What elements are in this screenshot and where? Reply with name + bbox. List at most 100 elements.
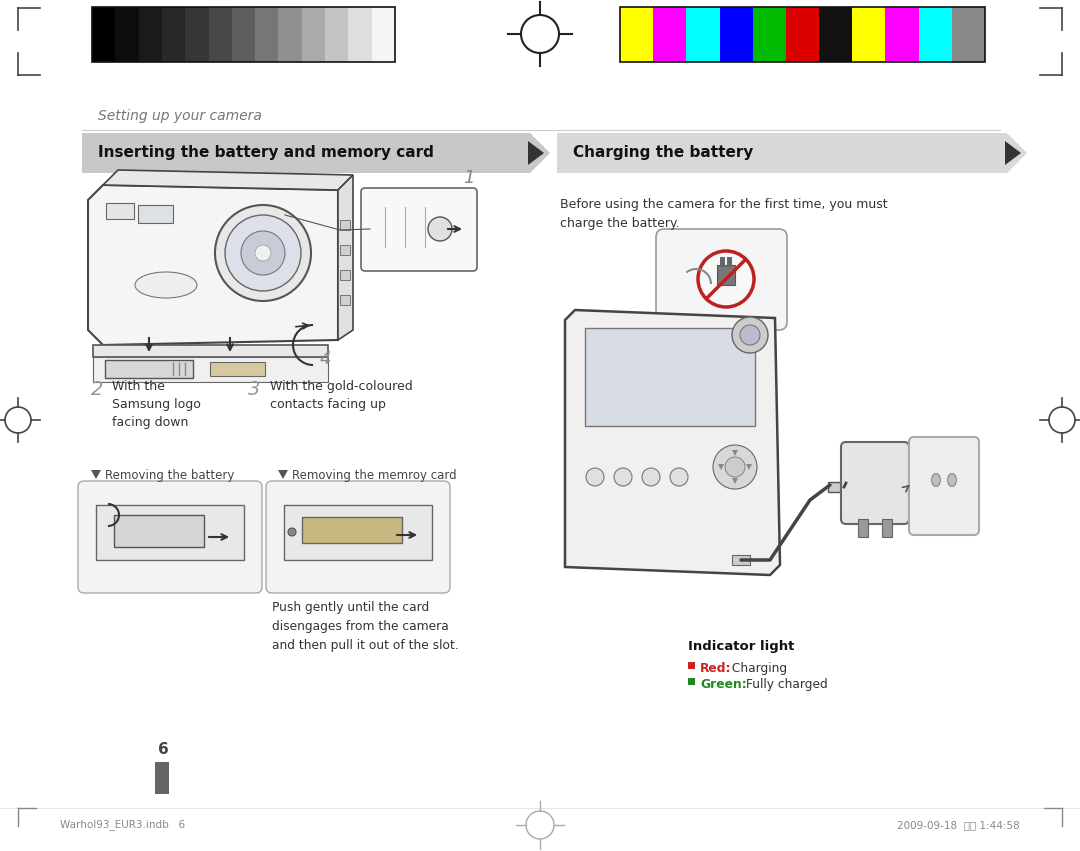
Bar	[340, 220, 350, 230]
Polygon shape	[338, 175, 353, 340]
Bar	[585, 328, 755, 426]
Bar	[96, 505, 244, 560]
Bar	[688, 678, 696, 685]
Bar	[349, 7, 373, 62]
Text: Warhol93_EUR3.indb   6: Warhol93_EUR3.indb 6	[60, 820, 185, 831]
Bar	[92, 7, 395, 62]
Bar	[719, 7, 753, 62]
Circle shape	[241, 231, 285, 275]
Circle shape	[725, 457, 745, 477]
Bar	[688, 662, 696, 669]
Polygon shape	[278, 470, 288, 479]
Circle shape	[615, 468, 632, 486]
Bar	[727, 257, 732, 267]
Text: Indicator light: Indicator light	[688, 640, 795, 653]
Bar	[951, 7, 985, 62]
Polygon shape	[718, 464, 724, 470]
Polygon shape	[87, 185, 338, 345]
Bar	[302, 517, 402, 543]
Text: Green:: Green:	[700, 678, 746, 691]
Bar	[852, 7, 886, 62]
Bar	[372, 7, 395, 62]
Text: 2: 2	[91, 380, 104, 399]
FancyBboxPatch shape	[656, 229, 787, 330]
Bar	[93, 345, 328, 357]
Text: Removing the memroy card: Removing the memroy card	[292, 469, 457, 482]
Bar	[106, 203, 134, 219]
FancyBboxPatch shape	[841, 442, 909, 524]
Bar	[786, 7, 820, 62]
Bar	[138, 205, 173, 223]
Polygon shape	[1005, 141, 1021, 165]
Bar	[620, 7, 653, 62]
Bar	[882, 519, 892, 537]
Bar	[156, 762, 168, 794]
Text: 6: 6	[158, 742, 168, 757]
Polygon shape	[732, 478, 738, 484]
Ellipse shape	[947, 473, 957, 487]
Bar	[232, 7, 256, 62]
Bar	[858, 519, 868, 537]
Circle shape	[255, 245, 271, 261]
Bar	[284, 505, 432, 560]
Bar	[301, 7, 325, 62]
Circle shape	[713, 445, 757, 489]
Text: Push gently until the card
disengages from the camera
and then pull it out of th: Push gently until the card disengages fr…	[272, 601, 459, 652]
Bar	[717, 265, 735, 285]
Text: 1: 1	[463, 169, 474, 187]
Text: With the gold-coloured
contacts facing up: With the gold-coloured contacts facing u…	[270, 380, 413, 411]
Ellipse shape	[931, 473, 941, 487]
Bar	[93, 357, 328, 382]
Polygon shape	[103, 170, 353, 190]
Polygon shape	[732, 450, 738, 456]
Text: 2009-09-18  오후 1:44:58: 2009-09-18 오후 1:44:58	[897, 820, 1020, 830]
Polygon shape	[1007, 133, 1027, 173]
Text: Charging: Charging	[728, 662, 787, 675]
Text: 3: 3	[248, 380, 260, 399]
Text: Setting up your camera: Setting up your camera	[98, 109, 261, 123]
Text: With the
Samsung logo
facing down: With the Samsung logo facing down	[112, 380, 201, 429]
Polygon shape	[530, 133, 550, 173]
Bar	[687, 7, 720, 62]
Bar	[162, 7, 186, 62]
FancyBboxPatch shape	[78, 481, 262, 593]
Bar	[208, 7, 232, 62]
Polygon shape	[746, 464, 752, 470]
Bar	[620, 7, 985, 62]
Circle shape	[740, 325, 760, 345]
Text: Before using the camera for the first time, you must
charge the battery.: Before using the camera for the first ti…	[561, 198, 888, 230]
Bar	[186, 7, 210, 62]
Bar	[340, 245, 350, 255]
Text: 4: 4	[320, 350, 332, 368]
FancyBboxPatch shape	[266, 481, 450, 593]
Bar	[919, 7, 953, 62]
Circle shape	[428, 217, 453, 241]
FancyBboxPatch shape	[909, 437, 978, 535]
Bar	[828, 482, 843, 492]
Polygon shape	[565, 310, 780, 575]
Text: Fully charged: Fully charged	[742, 678, 827, 691]
Polygon shape	[91, 470, 102, 479]
Bar	[138, 7, 162, 62]
Bar	[653, 7, 687, 62]
Bar	[557, 133, 1007, 173]
Circle shape	[698, 251, 754, 307]
Circle shape	[670, 468, 688, 486]
Bar	[116, 7, 139, 62]
Bar	[325, 7, 349, 62]
FancyBboxPatch shape	[361, 188, 477, 271]
Bar	[732, 555, 750, 565]
Bar	[210, 362, 265, 376]
Circle shape	[288, 528, 296, 536]
Circle shape	[215, 205, 311, 301]
Bar	[279, 7, 302, 62]
Bar	[753, 7, 786, 62]
Circle shape	[642, 468, 660, 486]
Bar	[720, 257, 725, 267]
Circle shape	[225, 215, 301, 291]
Circle shape	[586, 468, 604, 486]
Circle shape	[732, 317, 768, 353]
Ellipse shape	[135, 272, 197, 298]
Bar	[105, 360, 193, 378]
Text: Charging the battery: Charging the battery	[573, 146, 754, 161]
